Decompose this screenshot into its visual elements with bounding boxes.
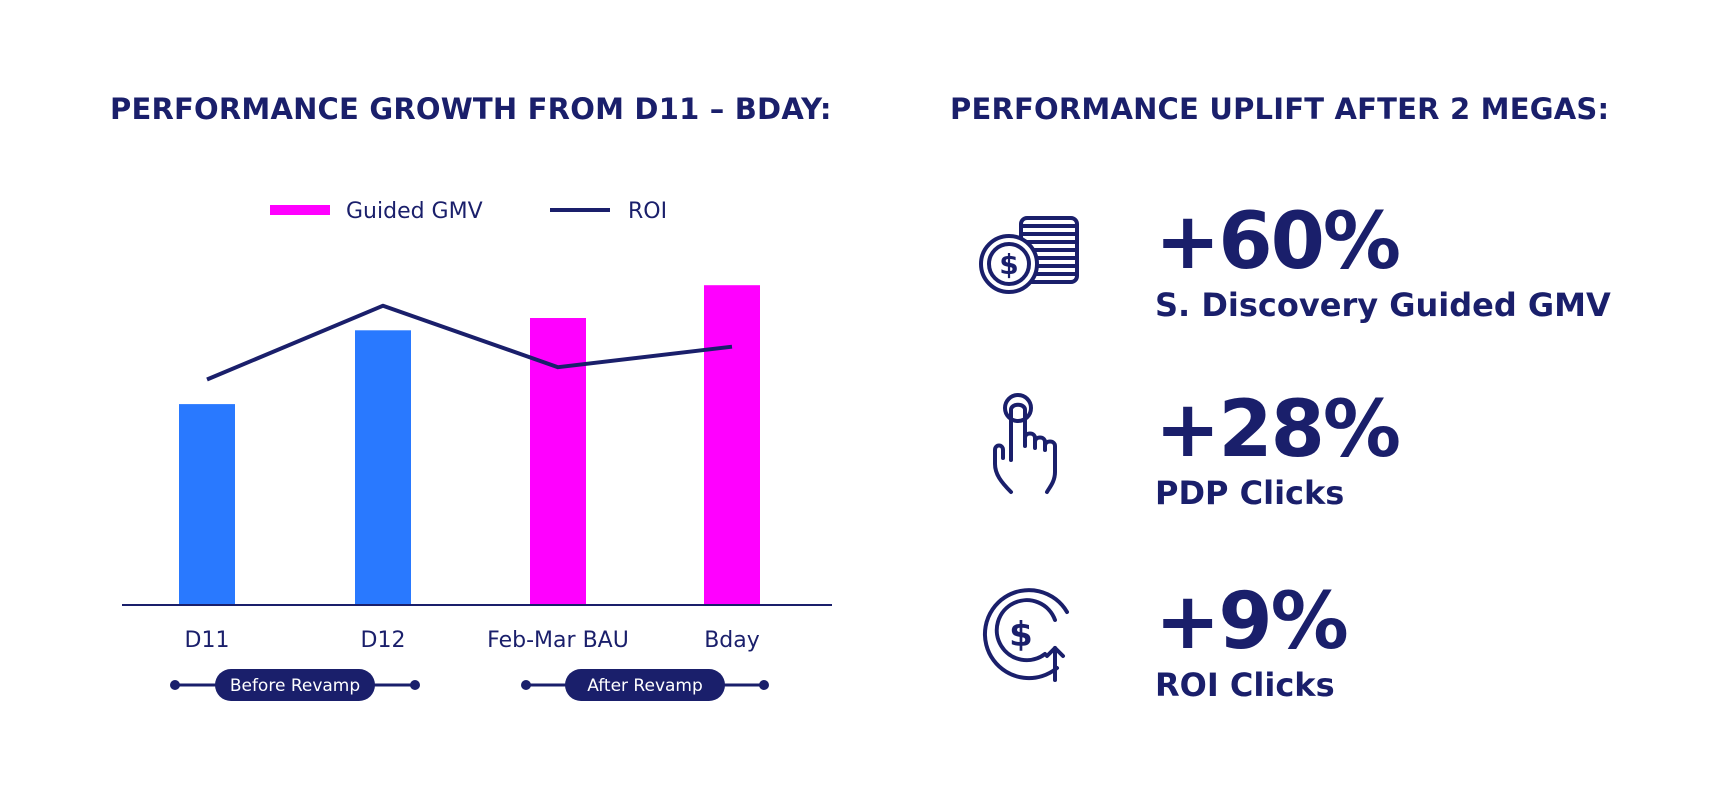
legend-swatch-guided-gmv	[270, 205, 330, 215]
stat-value: +60%	[1155, 197, 1401, 287]
group-end-right-after-revamp	[759, 680, 769, 690]
stat-roi-clicks: $ +9% ROI Clicks	[975, 580, 1715, 720]
svg-text:$: $	[999, 248, 1018, 281]
group-label-after-revamp: After Revamp	[587, 676, 703, 696]
stat-value: +9%	[1155, 577, 1349, 667]
hand-pointer-icon	[993, 393, 1057, 494]
svg-text:$: $	[1009, 615, 1033, 655]
x-axis-ticks: D11 D12 Feb-Mar BAU Bday	[185, 628, 760, 653]
tick-label-d11: D11	[185, 628, 230, 653]
revamp-groups: Before Revamp After Revamp	[170, 669, 769, 701]
right-heading: PERFORMANCE UPLIFT AFTER 2 MEGAS:	[950, 92, 1610, 126]
stat-label: ROI Clicks	[1155, 666, 1335, 704]
tick-label-bday: Bday	[704, 628, 760, 653]
coin-stack-dollar-icon: $	[979, 216, 1079, 294]
legend-label-guided-gmv: Guided GMV	[346, 199, 483, 224]
left-heading: PERFORMANCE GROWTH FROM D11 – BDAY:	[110, 92, 832, 126]
stat-label: S. Discovery Guided GMV	[1155, 286, 1611, 324]
dollar-circle-arrow-up-icon: $	[982, 588, 1069, 682]
stat-gmv: $ +60% S. Discovery Guided GMV	[975, 200, 1715, 340]
chart-legend: Guided GMV ROI	[270, 199, 667, 224]
stat-label: PDP Clicks	[1155, 474, 1345, 512]
bar-series	[179, 285, 760, 605]
bar-bday	[704, 285, 760, 605]
tick-label-d12: D12	[361, 628, 406, 653]
legend-label-roi: ROI	[628, 199, 667, 224]
group-end-right-before-revamp	[410, 680, 420, 690]
performance-growth-chart: Guided GMV ROI D11 D12 Feb-Mar BAU Bday Befo…	[122, 199, 832, 701]
group-label-before-revamp: Before Revamp	[230, 676, 360, 696]
group-pill-after-revamp	[565, 669, 725, 701]
group-end-left-after-revamp	[521, 680, 531, 690]
stat-value: +28%	[1155, 385, 1401, 475]
roi-line-series	[206, 303, 733, 382]
group-end-left-before-revamp	[170, 680, 180, 690]
stat-pdp-clicks: +28% PDP Clicks	[975, 388, 1715, 528]
roi-line	[206, 303, 733, 382]
bar-d11	[179, 404, 235, 605]
tick-label-feb-mar-bau: Feb-Mar BAU	[487, 628, 629, 653]
bar-d12	[355, 330, 411, 605]
group-pill-before-revamp	[215, 669, 375, 701]
